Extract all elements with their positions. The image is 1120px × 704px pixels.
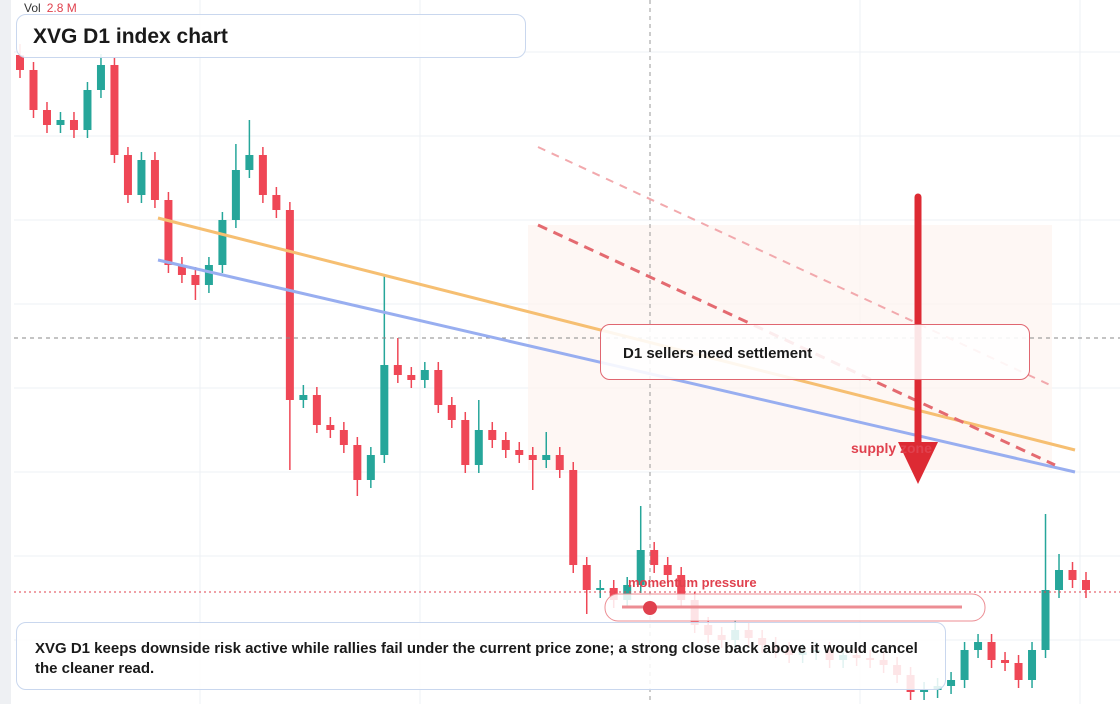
candle-body [272, 195, 281, 210]
candle-body [488, 430, 497, 440]
candle-body [366, 455, 375, 480]
candle-body [960, 650, 969, 680]
candle-body [920, 690, 929, 692]
candle-body [83, 90, 92, 130]
candle-body [123, 155, 132, 195]
candle-body [650, 550, 659, 565]
candle-body [96, 65, 105, 90]
candle-body [29, 70, 38, 110]
candle-body [299, 395, 308, 400]
candle-body [636, 550, 645, 585]
candle-body [987, 642, 996, 660]
candle-body [164, 200, 173, 265]
chart-title: XVG D1 index chart [33, 25, 228, 48]
candle-body [569, 470, 578, 565]
candle-body [204, 265, 213, 285]
note-text: D1 sellers need settlement [623, 345, 813, 362]
candle-body [461, 420, 470, 465]
caption-box: XVG D1 keeps downside risk active while … [16, 622, 946, 690]
candle-body [312, 395, 321, 425]
candle-body [326, 425, 335, 430]
candle-body [663, 565, 672, 575]
arrow-head [898, 442, 938, 484]
candle-body [1068, 570, 1077, 580]
candle-body [515, 450, 524, 455]
volume-title: Vol [24, 1, 41, 15]
candle-body [191, 275, 200, 285]
candle-body [231, 170, 240, 220]
candle-body [501, 440, 510, 450]
candle-body [150, 160, 159, 200]
momentum-dot [643, 601, 657, 615]
candle-body [434, 370, 443, 405]
zone-label: supply zone [851, 440, 932, 456]
candle-body [258, 155, 267, 195]
candle-body [42, 110, 51, 125]
volume-value: 2.8 M [46, 1, 77, 15]
title-box: XVG D1 index chart [16, 14, 526, 58]
candle-body [177, 265, 186, 275]
candle-body [110, 65, 119, 155]
candle-body [596, 588, 605, 590]
candle-body [677, 575, 686, 600]
candle-body [245, 155, 254, 170]
candle-body [623, 585, 632, 600]
candle-body [380, 365, 389, 455]
volume-label: Vol 2.8 M [24, 1, 77, 15]
candle-body [1082, 580, 1090, 590]
candle-body [393, 365, 402, 375]
candle-body [353, 445, 362, 480]
candle-body [69, 120, 78, 130]
candle-body [582, 565, 591, 590]
candle-body [555, 455, 564, 470]
candle-body [1028, 650, 1037, 680]
candle-body [285, 210, 294, 400]
candle-body [447, 405, 456, 420]
candle-body [528, 455, 537, 460]
candle-body [474, 430, 483, 465]
candle-body [1055, 570, 1064, 590]
candle-body [420, 370, 429, 380]
candle-body [1014, 663, 1023, 680]
trendline-red-dashed [537, 223, 1056, 467]
caption-text: XVG D1 keeps downside risk active while … [35, 640, 918, 677]
candle-body [1041, 590, 1050, 650]
candle-body [218, 220, 227, 265]
left-edge [0, 0, 11, 704]
candle-body [339, 430, 348, 445]
candle-body [137, 160, 146, 195]
candle-body [609, 588, 618, 600]
candle-body [947, 680, 956, 686]
candle-body [407, 375, 416, 380]
candle-body [974, 642, 983, 650]
candle-body [1001, 660, 1010, 663]
note-box: D1 sellers need settlement [600, 324, 1030, 380]
candle-body [542, 455, 551, 460]
candle-body [56, 120, 65, 125]
momentum-label: momentum pressure [628, 575, 757, 590]
candle-body [16, 55, 24, 70]
